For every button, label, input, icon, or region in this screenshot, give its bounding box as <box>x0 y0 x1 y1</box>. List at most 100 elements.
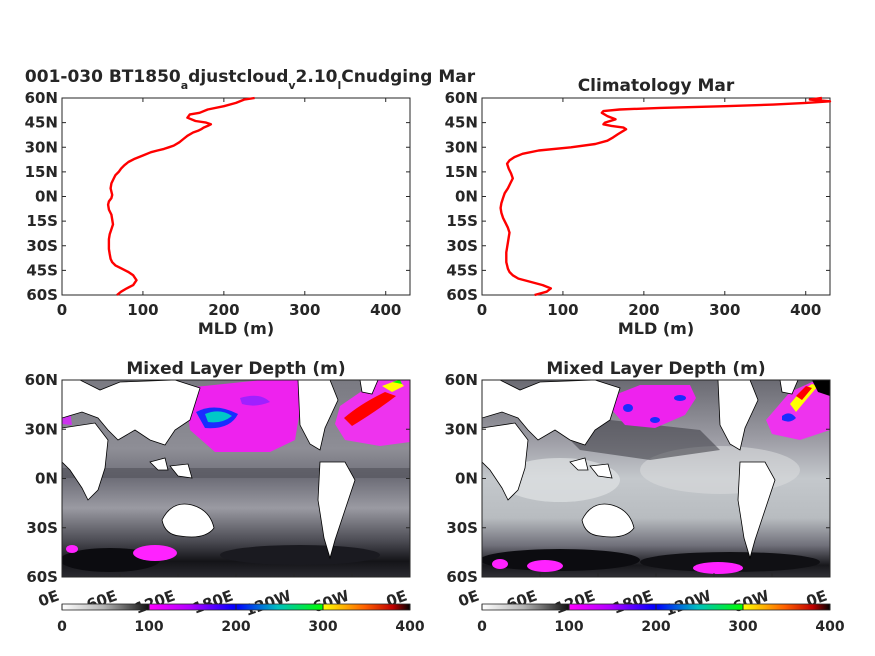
africa <box>482 422 529 501</box>
map-panel-model: Mixed Layer Depth (m) <box>25 359 425 635</box>
y-tick-label: 60N <box>445 89 478 107</box>
lat-tick-label: 0N <box>35 470 58 488</box>
maritime-continent <box>149 457 169 471</box>
x-tick-label: 200 <box>208 301 239 319</box>
deep-mld-patch <box>133 545 177 561</box>
deep-mld-patch <box>66 545 78 553</box>
series-lines <box>106 96 255 296</box>
map-lat-ticks: 60N 30N 0N 30S 60S <box>25 371 410 586</box>
south-america <box>317 461 356 560</box>
x-tick-label: 0 <box>57 301 67 319</box>
x-tick-label: 400 <box>370 301 401 319</box>
y-tick-label: 60N <box>25 89 58 107</box>
equatorial-band <box>62 468 410 478</box>
north-pacific-core <box>650 417 660 423</box>
y-tick-label: 30N <box>25 138 58 156</box>
colorbar-tick-label: 200 <box>221 619 250 635</box>
panel-title: Climatology Mar <box>578 76 735 96</box>
maritime-continent <box>169 463 193 479</box>
y-ticks: 60S 45S 30S 15S 0N 15N 30N 45N 60N <box>25 89 410 304</box>
deep-mld-patch <box>693 562 743 574</box>
lat-tick-label: 60S <box>26 568 58 586</box>
x-ticks: 0 100 200 300 400 <box>57 98 401 319</box>
y-tick-label: 15N <box>25 163 58 181</box>
north-atlantic-core <box>344 392 396 426</box>
north-pacific-core <box>205 411 232 423</box>
southern-ocean-deep <box>640 552 820 572</box>
eurasia <box>62 380 201 446</box>
series-lines <box>499 96 832 297</box>
panel-title: Mixed Layer Depth (m) <box>546 359 765 379</box>
x-tick-label: 300 <box>709 301 740 319</box>
colorbar-tick-label: 100 <box>134 619 163 635</box>
map-panel-climatology: Mixed Layer Depth (m) <box>445 359 845 635</box>
mld-profile-line <box>106 96 255 296</box>
y-tick-label: 45N <box>445 114 478 132</box>
lon-tick-label: 0E <box>456 587 482 611</box>
y-tick-label: 15S <box>446 212 478 230</box>
colorbar-tick-label: 0 <box>57 619 67 635</box>
north-pacific-core <box>623 404 633 412</box>
lat-tick-label: 30N <box>445 420 478 438</box>
lon-tick-label: 120W <box>662 586 714 619</box>
colorbar-ticks: 0 100 200 300 400 <box>57 604 425 635</box>
north-atlantic-core <box>796 386 812 400</box>
north-pacific-core <box>240 395 270 406</box>
lon-tick-label: 180E <box>610 587 655 618</box>
australia <box>581 503 635 538</box>
lon-tick-label: 60W <box>730 586 772 616</box>
y-tick-label: 30S <box>446 237 478 255</box>
greenland <box>779 380 799 395</box>
north-atlantic-core <box>782 413 796 422</box>
north-america <box>717 380 759 451</box>
lon-tick-label: 120E <box>132 587 177 618</box>
lon-tick-label: 120E <box>552 587 597 618</box>
y-tick-label: 45S <box>446 261 478 279</box>
north-pacific-core <box>674 395 686 401</box>
north-atlantic-patch <box>766 380 830 440</box>
lat-tick-label: 60S <box>446 568 478 586</box>
y-tick-label: 60S <box>26 286 58 304</box>
north-atlantic-core <box>392 380 402 384</box>
map-field <box>482 380 830 577</box>
y-tick-label: 45S <box>26 261 58 279</box>
colorbar-tick-label: 300 <box>308 619 337 635</box>
north-pacific-patch <box>612 385 696 428</box>
lat-tick-label: 60N <box>25 371 58 389</box>
y-tick-label: 60S <box>446 286 478 304</box>
x-tick-label: 100 <box>547 301 578 319</box>
continents <box>482 380 799 560</box>
x-tick-label: 300 <box>289 301 320 319</box>
colorbar-tick-label: 200 <box>641 619 670 635</box>
maritime-continent <box>569 457 589 471</box>
profile-panel-model: 001-030 BT1850adjustcloudv2.10lCnudging … <box>25 67 476 338</box>
subtropical-deep <box>560 420 720 460</box>
x-axis-label: MLD (m) <box>618 319 694 338</box>
north-atlantic-core <box>812 380 830 396</box>
maritime-continent <box>589 463 613 479</box>
continents <box>62 380 379 560</box>
profile-panel-climatology: Climatology Mar 0 100 200 300 400 60S 45S 30S 1… <box>445 76 832 338</box>
y-tick-label: 0N <box>35 188 58 206</box>
north-america <box>297 380 339 451</box>
lat-tick-label: 30S <box>26 519 58 537</box>
y-ticks: 60S 45S 30S 15S 0N 15N 30N 45N 60N <box>445 89 830 304</box>
panel-title: Mixed Layer Depth (m) <box>126 359 345 379</box>
lat-tick-label: 30S <box>446 519 478 537</box>
y-tick-label: 45N <box>25 114 58 132</box>
lon-tick-label: 60W <box>310 586 352 616</box>
lon-tick-label: 0E <box>36 587 62 611</box>
y-tick-label: 0N <box>455 188 478 206</box>
deep-mld-patch <box>492 559 508 569</box>
shallow-mld-region <box>500 458 620 502</box>
panel-title: 001-030 BT1850adjustcloudv2.10lCnudging … <box>25 67 476 92</box>
southern-ocean-deep <box>482 549 640 571</box>
x-tick-label: 200 <box>628 301 659 319</box>
x-ticks: 0 100 200 300 400 <box>477 98 821 319</box>
north-atlantic-core <box>790 384 818 412</box>
australia <box>161 503 215 538</box>
mld-profile-line <box>499 96 832 297</box>
colorbar-tick-label: 100 <box>554 619 583 635</box>
north-pacific-patch <box>185 380 300 452</box>
